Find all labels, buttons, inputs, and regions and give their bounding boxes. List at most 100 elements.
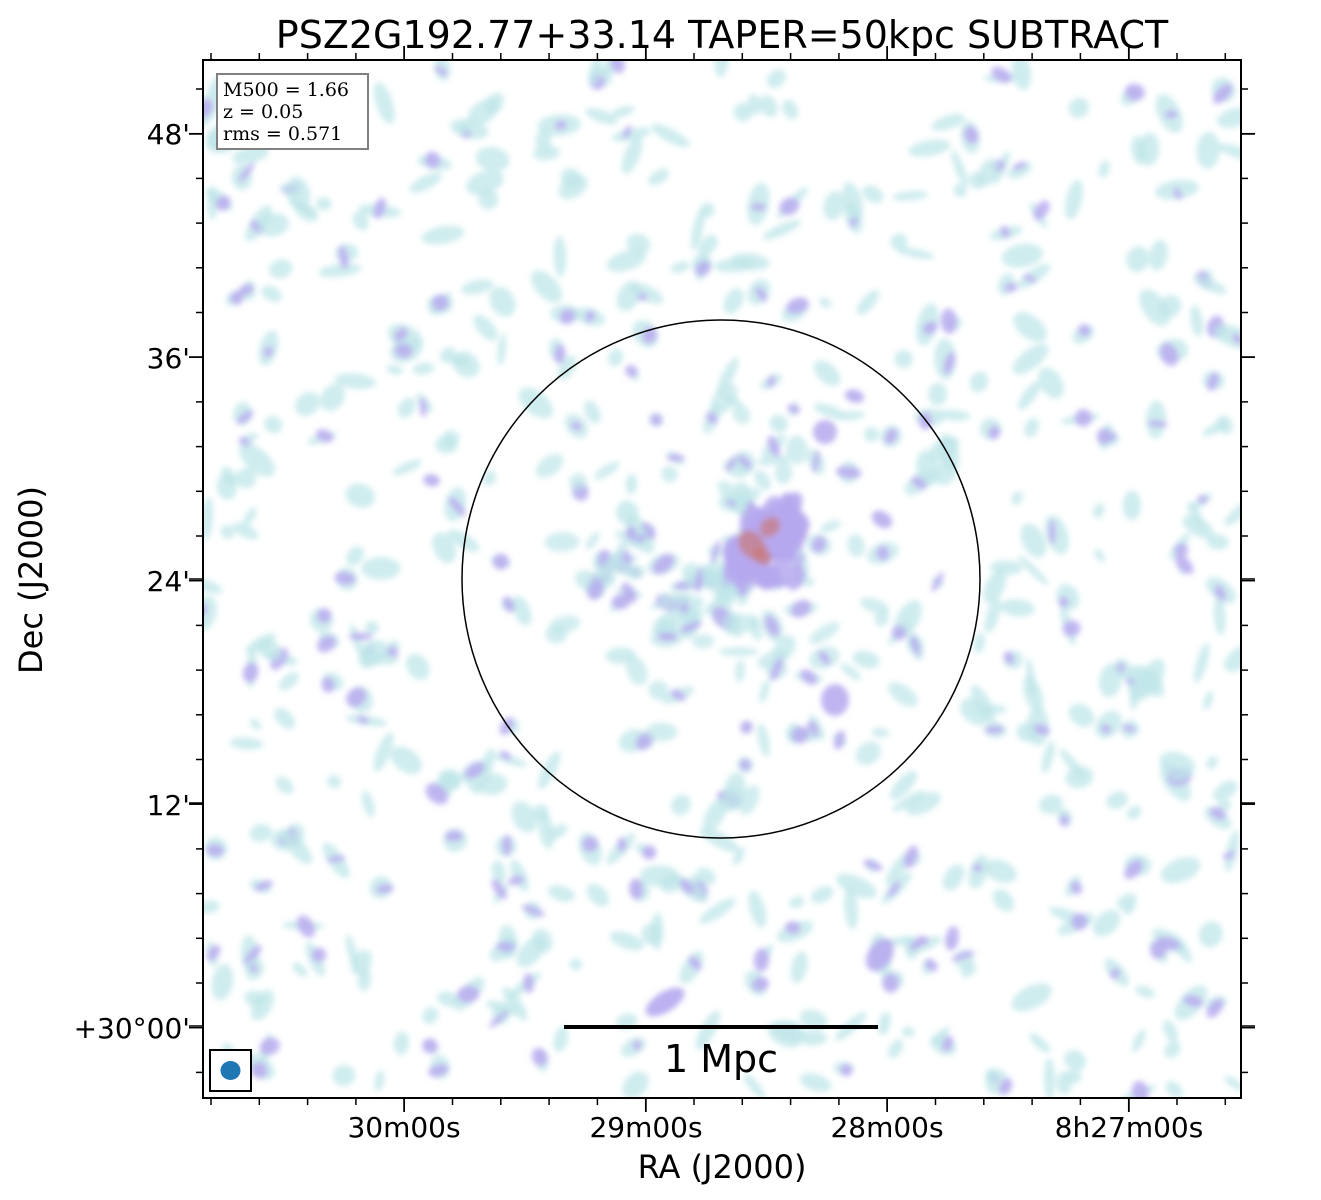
- emission-blob: [833, 730, 846, 750]
- emission-blob: [425, 783, 449, 805]
- emission-blob: [1146, 400, 1166, 439]
- emission-blob: [970, 685, 996, 723]
- emission-blob: [679, 878, 694, 895]
- emission-blob: [790, 951, 808, 984]
- emission-blob: [943, 351, 956, 375]
- emission-blob: [249, 718, 262, 730]
- emission-blob: [759, 679, 770, 703]
- emission-blob: [236, 410, 254, 425]
- emission-blob: [1066, 1069, 1082, 1084]
- emission-blob: [864, 427, 879, 442]
- emission-blob: [641, 522, 656, 540]
- emission-blob: [348, 632, 373, 641]
- emission-blob: [1109, 968, 1121, 979]
- emission-blob: [609, 931, 645, 951]
- emission-blob: [1092, 909, 1121, 937]
- emission-blob: [1216, 415, 1233, 435]
- emission-blob: [275, 776, 294, 794]
- emission-blob: [412, 362, 435, 375]
- emission-blob: [809, 622, 840, 644]
- emission-blob: [1000, 599, 1035, 617]
- emission-blob: [621, 582, 637, 603]
- emission-blob: [1012, 161, 1027, 170]
- emission-blob: [878, 1012, 891, 1036]
- emission-blob: [1212, 83, 1233, 104]
- emission-blob: [700, 564, 714, 583]
- emission-blob: [787, 404, 801, 414]
- emission-blob: [614, 532, 633, 560]
- info-m500: M500 = 1.66: [223, 79, 349, 101]
- emission-blob: [759, 517, 781, 537]
- emission-blob: [548, 885, 575, 902]
- emission-blob: [639, 865, 681, 887]
- emission-blob: [269, 259, 293, 279]
- emission-blob: [1095, 710, 1122, 739]
- emission-blob: [242, 662, 259, 683]
- emission-blob: [991, 66, 1012, 83]
- emission-blob: [767, 375, 776, 388]
- y-axis-label: Dec (J2000): [12, 486, 50, 674]
- emission-blob: [1020, 523, 1047, 558]
- emission-blob: [1122, 725, 1137, 732]
- emission-blob: [203, 578, 223, 594]
- emission-blob: [1198, 921, 1223, 948]
- emission-blob: [538, 811, 555, 849]
- emission-blob: [243, 507, 257, 526]
- emission-blob: [1174, 554, 1194, 575]
- emission-blob: [625, 365, 638, 378]
- emission-blob: [478, 773, 508, 795]
- emission-blob: [586, 883, 609, 907]
- emission-blob: [1190, 305, 1204, 337]
- emission-blob: [693, 595, 704, 608]
- emission-blob: [648, 168, 670, 186]
- emission-blob: [748, 93, 762, 115]
- emission-blob: [648, 680, 669, 701]
- emission-blob: [292, 962, 308, 977]
- emission-blob: [1012, 343, 1049, 375]
- emission-blob: [819, 297, 832, 308]
- y-tick-label: +30°00': [74, 1012, 190, 1045]
- emission-blob: [554, 344, 566, 364]
- emission-blob: [311, 947, 327, 963]
- emission-blob: [626, 525, 636, 541]
- emission-blob: [855, 741, 881, 766]
- emission-blob: [558, 174, 588, 200]
- emission-blob: [1197, 494, 1208, 504]
- emission-blob: [1029, 1033, 1051, 1053]
- emission-blob: [1033, 200, 1050, 221]
- emission-blob: [1070, 881, 1083, 895]
- emission-blob: [896, 247, 935, 259]
- info-rms: rms = 0.571: [223, 123, 342, 145]
- emission-blob: [516, 936, 546, 968]
- emission-blob: [887, 881, 901, 898]
- emission-blob: [261, 285, 282, 302]
- emission-blob: [1174, 543, 1189, 557]
- emission-blob: [1038, 794, 1063, 815]
- emission-blob: [386, 364, 404, 375]
- emission-blob: [699, 898, 736, 924]
- emission-blob: [523, 973, 534, 994]
- emission-blob: [1122, 490, 1141, 521]
- emission-blob: [482, 470, 496, 486]
- emission-blob: [432, 532, 457, 564]
- emission-blob: [500, 750, 512, 760]
- emission-blob: [1100, 724, 1112, 734]
- emission-blob: [847, 534, 865, 558]
- emission-blob: [491, 860, 506, 884]
- emission-blob: [315, 429, 334, 443]
- emission-blob: [766, 69, 786, 89]
- emission-blob: [249, 964, 259, 973]
- emission-blob: [743, 1073, 766, 1098]
- axis-ticks: [189, 46, 1255, 1112]
- emission-blob: [1132, 1029, 1146, 1052]
- emission-blob: [699, 202, 715, 219]
- emission-blob: [910, 636, 920, 653]
- emission-blob: [992, 889, 1014, 912]
- emission-blob: [254, 880, 273, 891]
- emission-blob: [698, 234, 718, 256]
- emission-blob: [784, 564, 806, 591]
- emission-blob: [622, 1071, 649, 1098]
- emission-blob: [364, 620, 379, 635]
- emission-blob: [361, 790, 375, 817]
- emission-blob: [221, 466, 238, 486]
